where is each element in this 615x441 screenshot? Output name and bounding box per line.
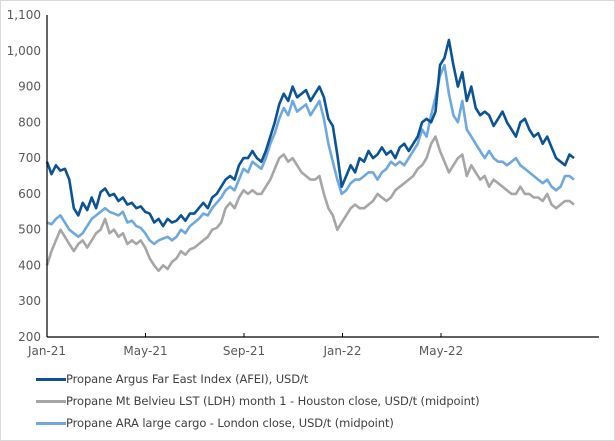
legend-item-mt-belvieu: Propane Mt Belvieu LST (LDH) month 1 - H… [36, 390, 480, 412]
y-tick-label: 600 [18, 187, 41, 201]
y-tick-label: 500 [18, 223, 41, 237]
series-line-mt-belvieu [45, 135, 575, 273]
y-tick-label: 400 [18, 258, 41, 272]
y-tick-label: 1,100 [7, 8, 41, 22]
y-tick-label: 800 [18, 115, 41, 129]
legend-swatch-ara [36, 421, 66, 425]
y-tick-label: 300 [18, 294, 41, 308]
legend-swatch-mt-belvieu [36, 399, 66, 403]
y-tick-label: 900 [18, 80, 41, 94]
x-tick-label: Jan-22 [322, 344, 361, 358]
legend-swatch-afei [36, 377, 66, 381]
series-line-afei [45, 38, 575, 228]
y-tick-label: 1,000 [7, 44, 41, 58]
legend-item-ara: Propane ARA large cargo - London close, … [36, 412, 480, 434]
y-tick-label: 200 [18, 330, 41, 344]
legend-label-ara: Propane ARA large cargo - London close, … [66, 416, 394, 430]
y-tick-label: 700 [18, 151, 41, 165]
x-tick-label: Sep-21 [223, 344, 265, 358]
legend-item-afei: Propane Argus Far East Index (AFEI), USD… [36, 368, 480, 390]
legend: Propane Argus Far East Index (AFEI), USD… [36, 368, 480, 434]
x-tick-label: Jan-21 [27, 344, 66, 358]
legend-label-mt-belvieu: Propane Mt Belvieu LST (LDH) month 1 - H… [66, 394, 480, 408]
series-line-ara [46, 63, 575, 246]
legend-label-afei: Propane Argus Far East Index (AFEI), USD… [66, 372, 309, 386]
x-tick-label: May-21 [123, 344, 167, 358]
x-tick-label: May-22 [419, 344, 463, 358]
